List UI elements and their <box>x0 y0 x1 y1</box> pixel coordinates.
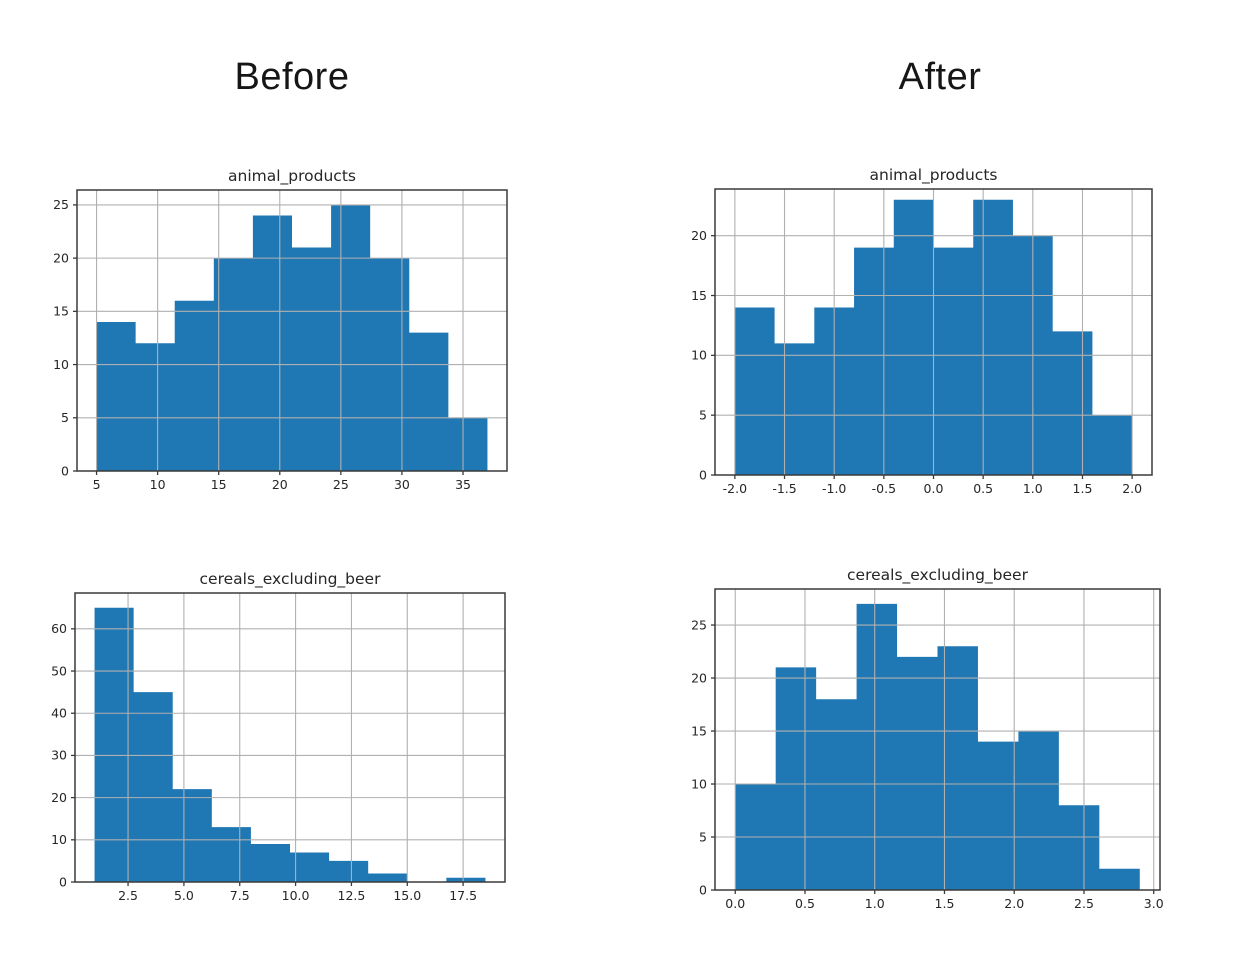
histogram-animal-products-before: animal_products 5 10 15 20 25 30 35 0 5 10 15 20 25 <box>32 162 519 503</box>
y-tick-label: 20 <box>691 228 707 243</box>
x-tick-label: 5.0 <box>174 888 194 903</box>
histogram-bars <box>735 603 1140 890</box>
x-tick-label: 2.5 <box>1074 896 1094 911</box>
histogram-cereals-excluding-beer-after: cereals_excluding_beer 0.0 0.5 1.0 1.5 2.0 2.… <box>670 561 1172 922</box>
x-tick-label: -1.0 <box>822 481 846 496</box>
x-tick-label: 1.5 <box>1073 481 1093 496</box>
chart-title: animal_products <box>869 166 998 184</box>
histogram-bars <box>96 204 488 471</box>
x-tick-label: 1.0 <box>1023 481 1043 496</box>
x-tick-label: 17.5 <box>449 888 477 903</box>
y-tick-label: 10 <box>53 357 69 372</box>
y-tick-label: 5 <box>699 407 707 422</box>
histogram-plot: 2.5 5.0 7.5 10.0 12.5 15.0 17.5 0 10 20 30 40 50 60 <box>51 592 506 903</box>
y-tick-label: 10 <box>51 832 67 847</box>
x-tick-label: 0.5 <box>973 481 993 496</box>
x-tick-label: 1.0 <box>865 896 885 911</box>
histogram-bars <box>94 607 486 882</box>
column-header-before: Before <box>234 56 350 98</box>
x-tick-label: -0.5 <box>872 481 896 496</box>
x-tick-label: 2.0 <box>1004 896 1024 911</box>
chart-title: cereals_excluding_beer <box>847 566 1028 584</box>
x-tick-label: 10.0 <box>282 888 310 903</box>
y-tick-label: 0 <box>699 467 707 482</box>
y-tick-label: 0 <box>699 882 707 897</box>
y-tick-label: 15 <box>53 304 69 319</box>
x-tick-label: -2.0 <box>723 481 747 496</box>
x-tick-label: 35 <box>455 477 471 492</box>
y-tick-label: 20 <box>691 670 707 685</box>
x-tick-label: 0.0 <box>725 896 745 911</box>
y-tick-label: 60 <box>51 621 67 636</box>
y-tick-label: 50 <box>51 663 67 678</box>
y-tick-label: 25 <box>691 617 707 632</box>
x-tick-label: 30 <box>394 477 410 492</box>
x-tick-label: 3.0 <box>1144 896 1164 911</box>
y-tick-label: 30 <box>51 748 67 763</box>
x-tick-label: 0.5 <box>795 896 815 911</box>
y-tick-label: 20 <box>51 790 67 805</box>
y-tick-label: 25 <box>53 197 69 212</box>
x-tick-label: 25 <box>333 477 349 492</box>
y-tick-label: 10 <box>691 348 707 363</box>
plot-border <box>714 588 1161 891</box>
plot-border <box>76 189 508 472</box>
y-tick-label: 15 <box>691 723 707 738</box>
histogram-animal-products-after: animal_products -2.0 -1.5 -1.0 -0.5 0.0 0.5 1.… <box>670 161 1164 507</box>
histogram-cereals-excluding-beer-before: cereals_excluding_beer 2.5 5.0 7.5 10.0 12.5… <box>30 565 517 914</box>
y-tick-label: 40 <box>51 706 67 721</box>
x-tick-label: 0.0 <box>924 481 944 496</box>
histogram-plot: 0.0 0.5 1.0 1.5 2.0 2.5 3.0 0 5 10 15 20 25 <box>691 588 1164 911</box>
x-tick-label: 7.5 <box>230 888 250 903</box>
x-tick-label: -1.5 <box>772 481 796 496</box>
histogram-plot: 5 10 15 20 25 30 35 0 5 10 15 20 25 <box>53 189 508 492</box>
chart-title: cereals_excluding_beer <box>199 570 381 588</box>
x-tick-label: 15.0 <box>393 888 421 903</box>
x-tick-label: 15 <box>211 477 227 492</box>
x-tick-label: 2.5 <box>118 888 138 903</box>
y-tick-label: 15 <box>691 288 707 303</box>
chart-title: animal_products <box>228 167 356 185</box>
x-tick-label: 20 <box>272 477 288 492</box>
y-tick-label: 0 <box>61 463 69 478</box>
x-tick-label: 10 <box>150 477 166 492</box>
x-tick-label: 2.0 <box>1122 481 1142 496</box>
x-tick-label: 1.5 <box>935 896 955 911</box>
histogram-plot: -2.0 -1.5 -1.0 -0.5 0.0 0.5 1.0 1.5 2.0 0 5 10 15 20 <box>691 188 1153 496</box>
y-tick-label: 10 <box>691 776 707 791</box>
x-tick-label: 5 <box>93 477 101 492</box>
y-tick-label: 5 <box>699 829 707 844</box>
x-tick-label: 12.5 <box>338 888 366 903</box>
plot-border <box>74 592 506 883</box>
column-header-after: After <box>898 56 982 98</box>
y-tick-label: 5 <box>61 410 69 425</box>
y-tick-label: 0 <box>59 874 67 889</box>
y-tick-label: 20 <box>53 250 69 265</box>
